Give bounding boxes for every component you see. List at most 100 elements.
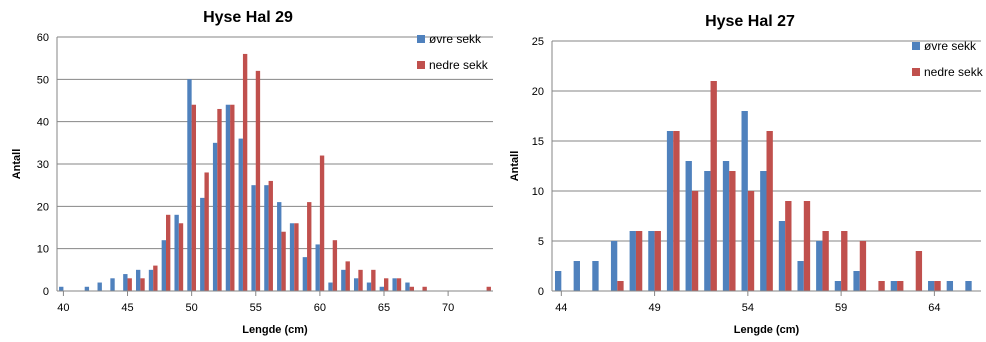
x-tick-label: 54 — [742, 302, 754, 314]
bar-ovre-sekk — [853, 271, 860, 291]
chart-hyse-hal-29: Hyse Hal 29 0 10 20 30 40 50 60 40 45 50 55 60 65 70 Le… — [11, 9, 493, 336]
x-tick-label: 70 — [442, 302, 454, 314]
y-axis-label: Antall — [11, 149, 23, 180]
bar-ovre-sekk — [965, 281, 972, 291]
bar-ovre-sekk — [610, 241, 618, 291]
bar-nedre-sekk — [915, 251, 923, 291]
y-tick-label: 30 — [37, 159, 49, 171]
bar-nedre-sekk — [384, 278, 389, 291]
bar-ovre-sekk — [353, 278, 359, 291]
chart-svg: Hyse Hal 29 0 10 20 30 40 50 60 40 45 50 55 60 65 70 Le… — [11, 9, 493, 336]
bar-ovre-sekk — [366, 282, 372, 291]
bar-ovre-sekk — [161, 240, 166, 291]
bar-nedre-sekk — [242, 53, 248, 291]
x-tick-label: 60 — [314, 302, 326, 314]
y-tick-label: 20 — [532, 86, 544, 98]
bar-nedre-sekk — [217, 108, 222, 291]
y-tick-label: 0 — [538, 286, 544, 298]
bar-ovre-sekk — [289, 223, 295, 291]
x-axis-label: Lengde (cm) — [734, 324, 800, 336]
bar-nedre-sekk — [281, 231, 286, 291]
bar-nedre-sekk — [710, 81, 717, 291]
legend: øvre sekk nedre sekk — [912, 39, 984, 79]
legend-label: øvre sekk — [429, 32, 482, 46]
legend: øvre sekk nedre sekk — [417, 32, 489, 72]
bar-nedre-sekk — [140, 278, 145, 291]
bar-ovre-sekk — [238, 138, 243, 291]
y-tick-label: 40 — [37, 117, 49, 129]
bar-nedre-sekk — [153, 265, 158, 291]
bar-ovre-sekk — [174, 214, 179, 291]
x-axis-label: Lengde (cm) — [242, 324, 308, 336]
bar-nedre-sekk — [268, 180, 273, 291]
bar-ovre-sekk — [200, 197, 205, 291]
bar-ovre-sekk — [315, 244, 320, 291]
bar-nedre-sekk — [691, 191, 699, 291]
chart-hyse-hal-27: Hyse Hal 27 0 5 10 15 20 25 44 49 54 59 64 Lengde (c… — [500, 0, 986, 342]
bar-ovre-sekk — [928, 281, 935, 291]
bar-nedre-sekk — [486, 286, 491, 291]
x-tick-label: 65 — [378, 302, 390, 314]
bar-ovre-sekk — [741, 111, 748, 291]
bar-ovre-sekk — [302, 257, 308, 291]
bar-ovre-sekk — [251, 185, 256, 291]
bar-nedre-sekk — [332, 240, 338, 291]
bar-ovre-sekk — [187, 79, 192, 291]
bar-nedre-sekk — [654, 231, 661, 291]
bar-nedre-sekk — [396, 278, 402, 291]
bar-ovre-sekk — [341, 269, 346, 291]
bar-nedre-sekk — [204, 172, 209, 291]
bar-nedre-sekk — [319, 155, 325, 291]
bar-nedre-sekk — [897, 281, 904, 291]
bar-nedre-sekk — [358, 269, 363, 291]
bar-ovre-sekk — [123, 274, 128, 291]
bar-nedre-sekk — [166, 214, 171, 291]
bar-ovre-sekk — [816, 241, 823, 291]
bar-ovre-sekk — [778, 221, 786, 291]
bar-nedre-sekk — [307, 202, 312, 291]
bar-ovre-sekk — [97, 282, 102, 291]
y-tick-label: 20 — [37, 201, 49, 213]
bar-nedre-sekk — [230, 104, 235, 291]
bar-nedre-sekk — [617, 281, 624, 291]
bar-ovre-sekk — [554, 271, 562, 291]
bar-ovre-sekk — [573, 261, 580, 291]
bar-ovre-sekk — [59, 286, 64, 291]
legend-swatch — [417, 35, 425, 43]
y-tick-label: 60 — [37, 32, 49, 44]
bar-nedre-sekk — [422, 286, 427, 291]
x-tick-label: 50 — [186, 302, 198, 314]
bar-nedre-sekk — [785, 201, 792, 291]
bar-nedre-sekk — [255, 70, 261, 291]
legend-swatch — [417, 61, 425, 69]
x-tick-label: 44 — [555, 302, 567, 314]
bar-ovre-sekk — [946, 281, 954, 291]
bar-ovre-sekk — [629, 231, 636, 291]
bar-ovre-sekk — [666, 131, 674, 291]
y-tick-label: 50 — [37, 74, 49, 86]
y-tick-label: 10 — [37, 244, 49, 256]
y-tick-label: 0 — [43, 286, 49, 298]
bar-nedre-sekk — [345, 261, 350, 291]
bar-ovre-sekk — [890, 281, 898, 291]
x-tick-label: 40 — [57, 302, 69, 314]
bar-nedre-sekk — [673, 131, 680, 291]
x-tick-label: 49 — [648, 302, 660, 314]
x-tick-label: 59 — [835, 302, 847, 314]
bar-ovre-sekk — [797, 261, 804, 291]
bar-nedre-sekk — [822, 231, 829, 291]
bar-nedre-sekk — [841, 231, 848, 291]
bar-nedre-sekk — [729, 171, 736, 291]
bar-nedre-sekk — [859, 241, 867, 291]
legend-swatch — [912, 42, 920, 50]
bar-ovre-sekk — [834, 281, 842, 291]
bar-nedre-sekk — [934, 281, 941, 291]
bar-nedre-sekk — [803, 201, 811, 291]
bar-ovre-sekk — [405, 282, 410, 291]
bar-ovre-sekk — [84, 286, 90, 291]
legend-label: nedre sekk — [924, 65, 984, 79]
bar-nedre-sekk — [747, 191, 755, 291]
bar-ovre-sekk — [148, 269, 154, 291]
x-tick-label: 55 — [250, 302, 262, 314]
bar-ovre-sekk — [379, 286, 384, 291]
